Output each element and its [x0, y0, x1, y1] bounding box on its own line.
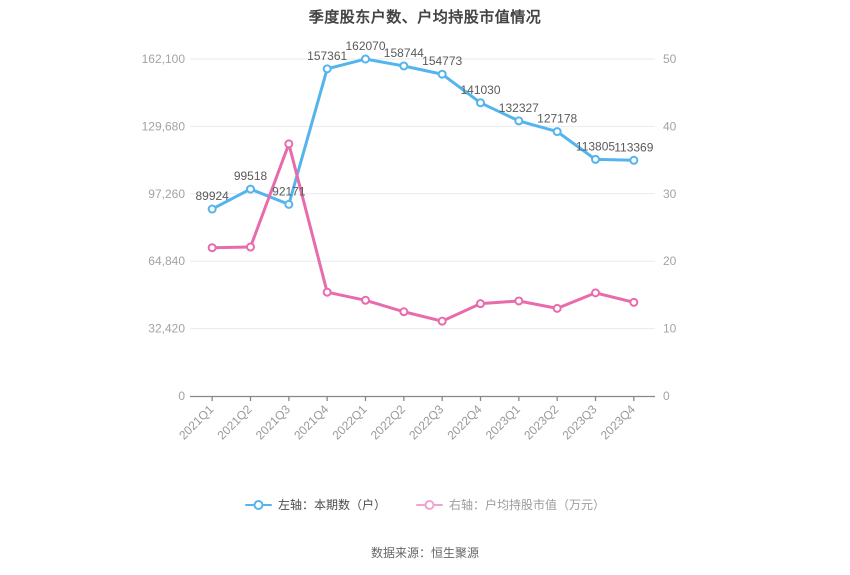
data-point-label: 89924 [195, 189, 229, 203]
data-point-marker[interactable] [322, 287, 332, 297]
legend-item-avg-holding-value[interactable]: 右轴：户均持股市值（万元） [416, 496, 605, 513]
left-axis-tick-label: 129,680 [142, 119, 186, 133]
right-axis-tick-label: 0 [663, 389, 670, 403]
data-point-marker[interactable] [399, 61, 409, 71]
data-point-marker[interactable] [476, 299, 485, 309]
data-point-label: 141030 [460, 83, 500, 97]
legend-item-shareholder-count[interactable]: 左轴：本期数（户） [244, 496, 386, 513]
data-point-marker[interactable] [591, 288, 600, 298]
chart-title: 季度股东户数、户均持股市值情况 [308, 9, 542, 26]
legend-label: 右轴：户均持股市值（万元） [449, 498, 606, 512]
data-point-label: 157361 [307, 49, 347, 63]
series-line [210, 57, 636, 211]
legend-label: 左轴：本期数（户） [277, 498, 386, 512]
x-axis-label: 2023Q3 [560, 402, 600, 442]
left-axis-tick-label: 0 [178, 389, 185, 403]
data-point-label: 127178 [537, 112, 577, 126]
line-marker-icon [416, 499, 443, 510]
x-axis-label: 2022Q2 [368, 402, 408, 442]
data-point-label: 99518 [234, 169, 268, 183]
data-point-marker[interactable] [552, 127, 562, 137]
right-axis-labels: 50 40 30 20 10 0 [663, 52, 677, 403]
series-shareholder-count [207, 54, 639, 214]
x-axis-label: 2022Q1 [330, 402, 370, 442]
right-axis-tick-label: 10 [663, 322, 677, 336]
right-axis-tick-label: 50 [663, 52, 677, 66]
data-point-marker[interactable] [361, 54, 370, 64]
data-point-label: 113805 [576, 139, 615, 153]
x-axis-label: 2021Q4 [291, 402, 331, 442]
line-marker-icon [244, 499, 272, 510]
data-point-label: 162070 [345, 39, 385, 53]
data-point-marker[interactable] [476, 98, 485, 108]
x-axis-label: 2021Q2 [215, 402, 255, 442]
x-axis-label: 2023Q1 [483, 402, 523, 442]
x-axis-label: 2021Q3 [253, 402, 293, 442]
data-point-label: 154773 [422, 54, 462, 68]
right-axis-tick-label: 30 [663, 187, 677, 201]
data-point-marker[interactable] [284, 199, 294, 209]
right-axis-tick-label: 40 [663, 119, 677, 133]
data-point-marker[interactable] [284, 139, 294, 149]
chart-canvas: 162,100 129,680 97,260 64,840 32,420 0 50 40 30 2… [142, 39, 677, 442]
left-axis-tick-label: 64,840 [148, 254, 185, 268]
grid-lines [190, 58, 655, 330]
data-point-marker[interactable] [207, 243, 217, 253]
left-axis-tick-label: 162,100 [142, 52, 186, 66]
x-axis-label: 2022Q4 [445, 402, 485, 442]
data-point-marker[interactable] [322, 64, 332, 74]
data-point-marker[interactable] [246, 242, 255, 252]
x-axis-label: 2023Q4 [598, 402, 638, 442]
right-axis-tick-label: 20 [663, 254, 677, 268]
data-point-marker[interactable] [437, 316, 447, 326]
data-point-marker[interactable] [552, 303, 562, 313]
chart-legend: 左轴：本期数（户） 右轴：户均持股市值（万元） [0, 496, 850, 513]
x-axis-label: 2022Q3 [406, 402, 446, 442]
data-point-marker[interactable] [591, 154, 600, 164]
data-point-label: 113369 [614, 140, 653, 154]
left-axis-tick-label: 32,420 [148, 322, 185, 336]
data-point-marker[interactable] [629, 155, 639, 165]
series-line [210, 142, 636, 323]
x-axis-label: 2023Q2 [521, 402, 561, 442]
series-avg-holding-value [207, 139, 639, 326]
left-axis-tick-label: 97,260 [148, 187, 185, 201]
data-point-marker[interactable] [629, 297, 639, 307]
data-point-label: 158744 [384, 46, 424, 60]
data-source-caption: 数据来源：恒生聚源 [370, 546, 479, 560]
data-point-marker[interactable] [246, 184, 255, 194]
data-point-marker[interactable] [437, 69, 447, 79]
x-axis: 2021Q12021Q22021Q32021Q42022Q12022Q22022… [176, 395, 655, 442]
data-point-marker[interactable] [207, 204, 217, 214]
data-point-marker[interactable] [514, 116, 524, 126]
data-point-marker[interactable] [361, 295, 370, 305]
left-axis-labels: 162,100 129,680 97,260 64,840 32,420 0 [142, 52, 186, 403]
data-point-label: 132327 [499, 101, 539, 115]
x-axis-label: 2021Q1 [176, 402, 216, 442]
data-point-marker[interactable] [399, 307, 409, 317]
data-point-marker[interactable] [514, 296, 524, 306]
data-point-label: 92171 [272, 184, 306, 198]
